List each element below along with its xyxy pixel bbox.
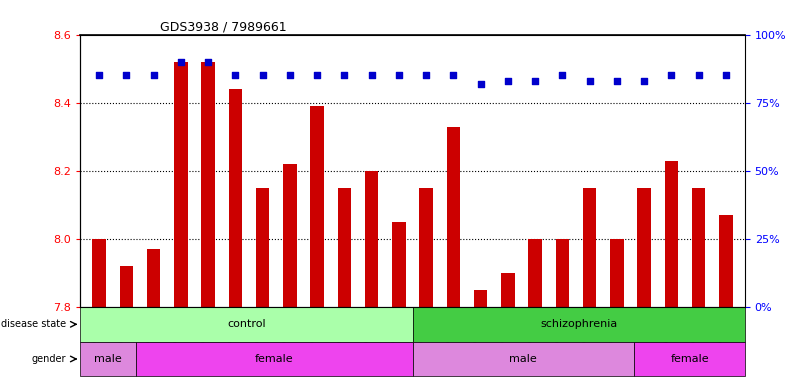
Point: [638, 78, 650, 84]
FancyBboxPatch shape: [413, 342, 634, 376]
Point: [447, 72, 460, 78]
Point: [556, 72, 569, 78]
Point: [420, 72, 433, 78]
Text: female: female: [670, 354, 709, 364]
Point: [501, 78, 514, 84]
Point: [665, 72, 678, 78]
Bar: [392, 222, 405, 307]
Text: disease state: disease state: [1, 319, 66, 329]
FancyBboxPatch shape: [135, 342, 413, 376]
Point: [474, 81, 487, 87]
Point: [202, 59, 215, 65]
Bar: [610, 239, 624, 307]
Bar: [638, 188, 651, 307]
Text: male: male: [509, 354, 537, 364]
Point: [175, 59, 187, 65]
Text: GDS3938 / 7989661: GDS3938 / 7989661: [160, 20, 287, 33]
Point: [392, 72, 405, 78]
Bar: [256, 188, 269, 307]
Point: [338, 72, 351, 78]
Point: [120, 72, 133, 78]
Bar: [174, 62, 187, 307]
FancyBboxPatch shape: [80, 342, 135, 376]
Point: [256, 72, 269, 78]
Bar: [228, 89, 242, 307]
Bar: [529, 239, 542, 307]
Bar: [556, 239, 570, 307]
Bar: [719, 215, 733, 307]
Point: [692, 72, 705, 78]
Bar: [692, 188, 706, 307]
Bar: [474, 290, 488, 307]
Bar: [583, 188, 597, 307]
Bar: [201, 62, 215, 307]
Text: schizophrenia: schizophrenia: [540, 319, 618, 329]
Text: female: female: [255, 354, 293, 364]
FancyBboxPatch shape: [413, 307, 745, 342]
Point: [93, 72, 106, 78]
Bar: [665, 161, 678, 307]
Point: [229, 72, 242, 78]
Point: [365, 72, 378, 78]
Text: gender: gender: [32, 354, 66, 364]
Bar: [420, 188, 433, 307]
Point: [719, 72, 732, 78]
Point: [610, 78, 623, 84]
FancyBboxPatch shape: [634, 342, 745, 376]
Bar: [147, 249, 160, 307]
Bar: [337, 188, 351, 307]
Point: [311, 72, 324, 78]
Bar: [92, 239, 106, 307]
FancyBboxPatch shape: [80, 307, 413, 342]
Text: male: male: [94, 354, 122, 364]
Bar: [283, 164, 296, 307]
Text: control: control: [227, 319, 266, 329]
Bar: [364, 171, 378, 307]
Point: [147, 72, 160, 78]
Bar: [501, 273, 515, 307]
Bar: [119, 266, 133, 307]
Point: [284, 72, 296, 78]
Point: [529, 78, 541, 84]
Bar: [447, 126, 461, 307]
Bar: [310, 106, 324, 307]
Point: [583, 78, 596, 84]
